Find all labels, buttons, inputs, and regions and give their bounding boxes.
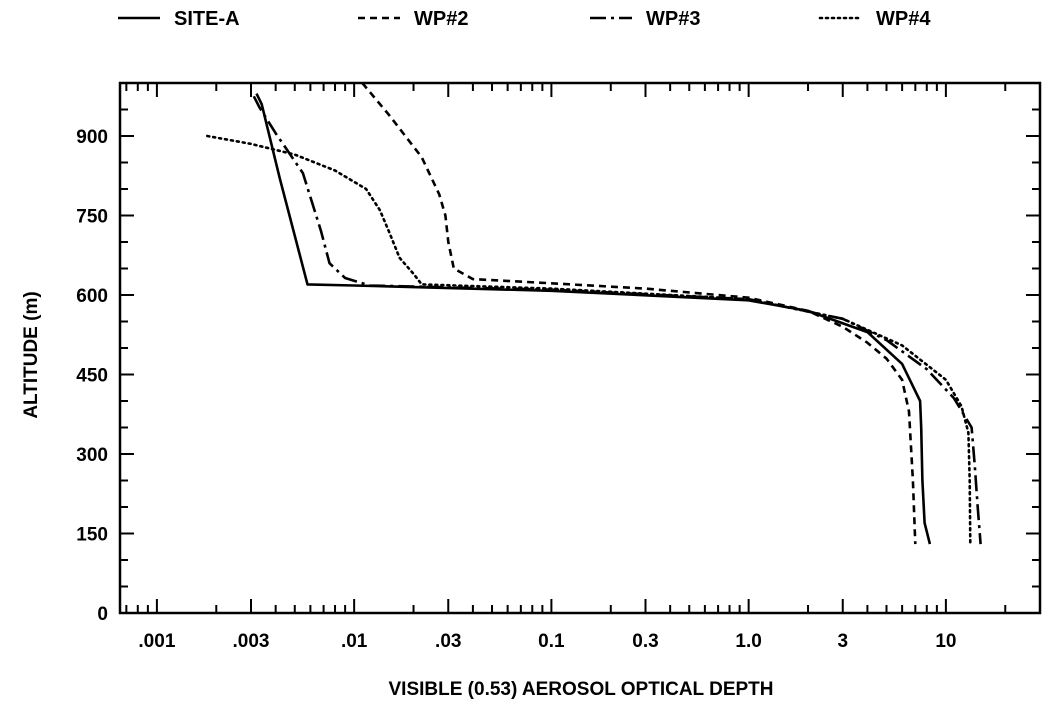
legend-label-1: SITE-A	[174, 8, 240, 30]
x-tick-label: 0.3	[632, 631, 658, 652]
y-tick-label: 0	[97, 604, 108, 625]
x-tick-label: .01	[341, 631, 368, 652]
x-tick-label: 1.0	[735, 631, 761, 652]
series-line-4	[206, 134, 972, 546]
legend-label-3: WP#3	[646, 8, 700, 30]
x-tick-label: 0.1	[538, 631, 565, 652]
x-tick-label: .001	[138, 631, 175, 652]
y-tick-label: 900	[76, 127, 108, 148]
y-tick-label: 150	[76, 525, 108, 546]
x-tick-label: .03	[435, 631, 461, 652]
legend: SITE-A WP#2 WP#3 WP#4	[118, 8, 931, 30]
y-tick-label: 600	[76, 286, 108, 307]
y-tick-label: 750	[76, 207, 108, 228]
x-tick-label: 10	[935, 631, 956, 652]
series-layer	[206, 82, 982, 546]
x-axis-label: VISIBLE (0.53) AEROSOL OPTICAL DEPTH	[389, 679, 774, 700]
legend-label-2: WP#2	[414, 8, 468, 30]
plot-frame	[118, 81, 1042, 615]
legend-label-4: WP#4	[876, 8, 931, 30]
series-line-3	[252, 95, 982, 545]
y-axis-label: ALTITUDE (m)	[21, 291, 42, 418]
y-tick-label: 300	[76, 445, 108, 466]
x-tick-label: 3	[837, 631, 848, 652]
y-tick-label: 450	[76, 366, 108, 387]
series-line-1	[255, 93, 932, 545]
series-line-2	[361, 82, 917, 545]
x-tick-label: .003	[233, 631, 270, 652]
plot-axes: 0 150 300 450 600 750 900 .001 .003 .01 .03 0.1 0.3 1…	[76, 81, 1042, 652]
